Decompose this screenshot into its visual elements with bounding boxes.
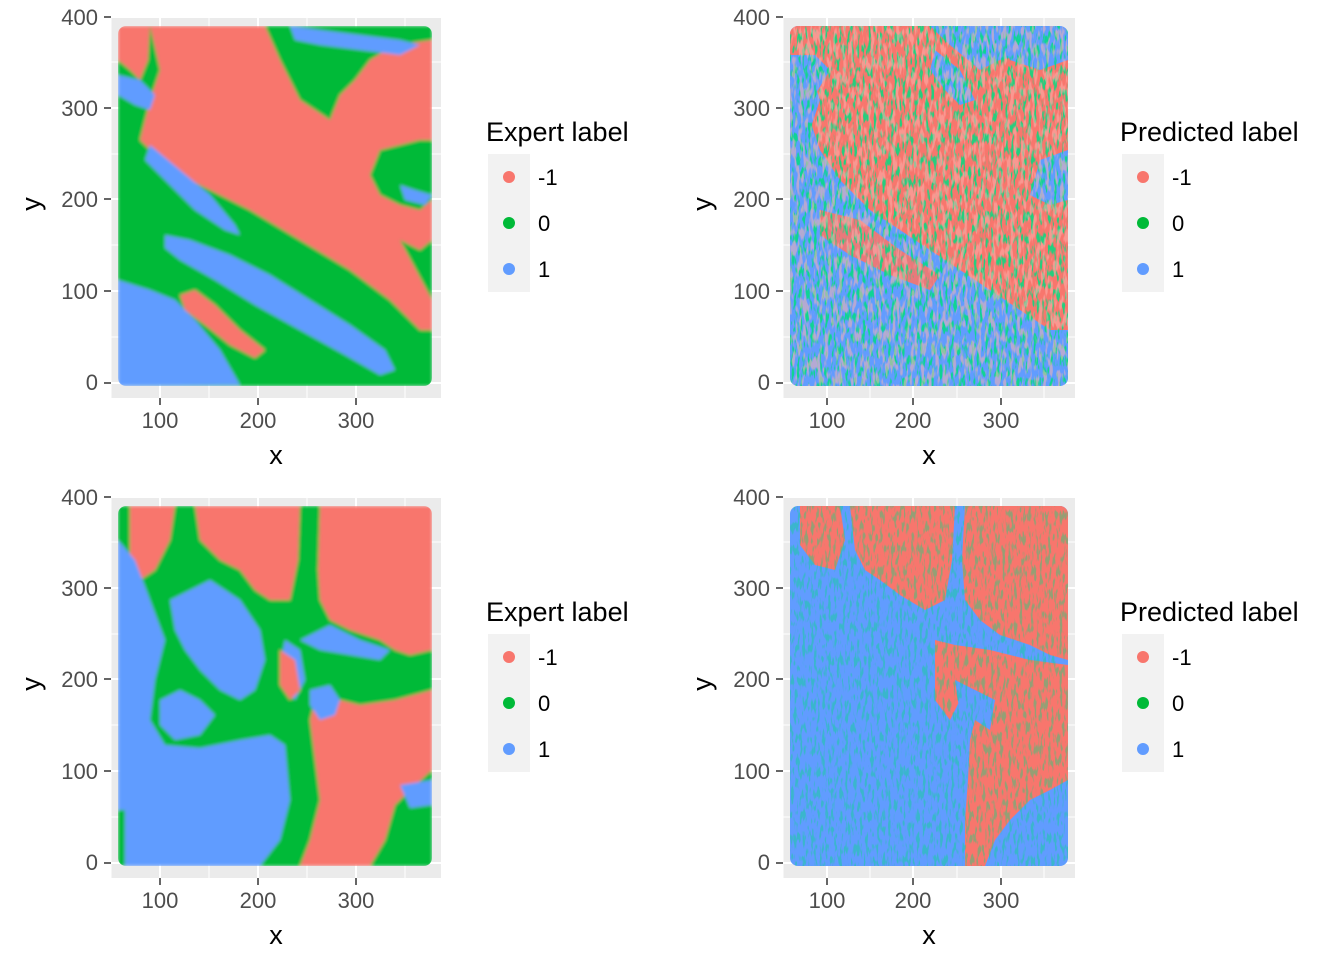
legend-label: 0 [538, 211, 550, 236]
x-tick-label: 200 [895, 888, 932, 913]
legend-label: -1 [538, 165, 558, 190]
x-tick-labels: 100 200 300 [809, 888, 1020, 913]
legend-label: 0 [538, 691, 550, 716]
legend-swatch-neg1 [1137, 171, 1149, 183]
x-tick-label: 300 [983, 408, 1020, 433]
legend-swatch-one [503, 743, 515, 755]
legend-title: Expert label [486, 597, 629, 627]
legend-swatch-zero [1137, 697, 1149, 709]
y-tick-label: 0 [86, 850, 98, 875]
legend-swatch-neg1 [503, 651, 515, 663]
legend-label: 1 [538, 737, 550, 762]
x-axis-title: x [269, 920, 283, 950]
legend-label: 0 [1172, 691, 1184, 716]
panel-bottom-right: 0 100 200 300 400 100 200 300 x y Predic… [687, 485, 1299, 950]
legend-label: -1 [1172, 165, 1192, 190]
panel-bottom-left: 0 100 200 300 400 100 200 300 x y Expert… [16, 485, 629, 950]
y-tick-label: 200 [61, 187, 98, 212]
legend-swatch-one [1137, 743, 1149, 755]
legend-swatch-zero [503, 217, 515, 229]
legend-label: 1 [1172, 257, 1184, 282]
legend-title: Predicted label [1120, 117, 1299, 147]
legend-swatch-one [1137, 263, 1149, 275]
x-axis-title: x [922, 920, 936, 950]
axis-ticks [776, 16, 1002, 405]
x-tick-label: 300 [983, 888, 1020, 913]
y-tick-label: 400 [61, 485, 98, 510]
y-tick-label: 100 [61, 279, 98, 304]
legend: Predicted label -1 0 1 [1120, 597, 1299, 772]
x-tick-labels: 100 200 300 [142, 888, 375, 913]
x-tick-label: 300 [338, 888, 375, 913]
legend-swatch-neg1 [1137, 651, 1149, 663]
legend: Expert label -1 0 1 [486, 117, 629, 292]
panel-top-left: 0 100 200 300 400 100 200 300 x y Expert… [16, 5, 629, 470]
y-tick-label: 0 [758, 850, 770, 875]
y-tick-label: 0 [86, 370, 98, 395]
y-axis-title: y [687, 197, 717, 211]
y-tick-labels: 0 100 200 300 400 [733, 485, 770, 875]
y-tick-label: 200 [61, 667, 98, 692]
x-axis-title: x [269, 440, 283, 470]
y-tick-label: 400 [733, 485, 770, 510]
x-tick-labels: 100 200 300 [809, 408, 1020, 433]
legend-swatch-zero [503, 697, 515, 709]
axis-ticks [776, 496, 1002, 885]
x-tick-labels: 100 200 300 [142, 408, 375, 433]
legend-label: 0 [1172, 211, 1184, 236]
x-tick-label: 100 [142, 408, 179, 433]
y-tick-label: 200 [733, 667, 770, 692]
legend-label: 1 [538, 257, 550, 282]
y-tick-label: 300 [733, 576, 770, 601]
y-tick-label: 400 [733, 5, 770, 30]
legend-swatch-zero [1137, 217, 1149, 229]
y-tick-labels: 0 100 200 300 400 [733, 5, 770, 395]
x-tick-label: 100 [809, 888, 846, 913]
legend-swatch-neg1 [503, 171, 515, 183]
y-axis-title: y [16, 197, 46, 211]
y-tick-label: 300 [61, 96, 98, 121]
legend: Expert label -1 0 1 [486, 597, 629, 772]
y-tick-label: 0 [758, 370, 770, 395]
y-tick-labels: 0 100 200 300 400 [61, 5, 98, 395]
x-axis-title: x [922, 440, 936, 470]
y-tick-label: 200 [733, 187, 770, 212]
axis-ticks [104, 16, 357, 405]
y-tick-label: 400 [61, 5, 98, 30]
label-map [790, 506, 1068, 866]
x-tick-label: 200 [240, 408, 277, 433]
legend-label: -1 [538, 645, 558, 670]
y-tick-labels: 0 100 200 300 400 [61, 485, 98, 875]
legend-title: Predicted label [1120, 597, 1299, 627]
y-axis-title: y [687, 677, 717, 691]
x-tick-label: 200 [240, 888, 277, 913]
y-axis-title: y [16, 677, 46, 691]
legend-label: -1 [1172, 645, 1192, 670]
label-map [118, 506, 432, 866]
y-tick-label: 300 [733, 96, 770, 121]
label-map [790, 26, 1068, 386]
y-tick-label: 100 [733, 759, 770, 784]
legend-label: 1 [1172, 737, 1184, 762]
panel-top-right: 0 100 200 300 400 100 200 300 x y Predic… [687, 5, 1299, 470]
x-tick-label: 100 [809, 408, 846, 433]
legend: Predicted label -1 0 1 [1120, 117, 1299, 292]
y-tick-label: 100 [61, 759, 98, 784]
legend-title: Expert label [486, 117, 629, 147]
x-tick-label: 200 [895, 408, 932, 433]
label-map [118, 26, 432, 386]
x-tick-label: 300 [338, 408, 375, 433]
axis-ticks [104, 496, 357, 885]
y-tick-label: 300 [61, 576, 98, 601]
x-tick-label: 100 [142, 888, 179, 913]
legend-swatch-one [503, 263, 515, 275]
y-tick-label: 100 [733, 279, 770, 304]
